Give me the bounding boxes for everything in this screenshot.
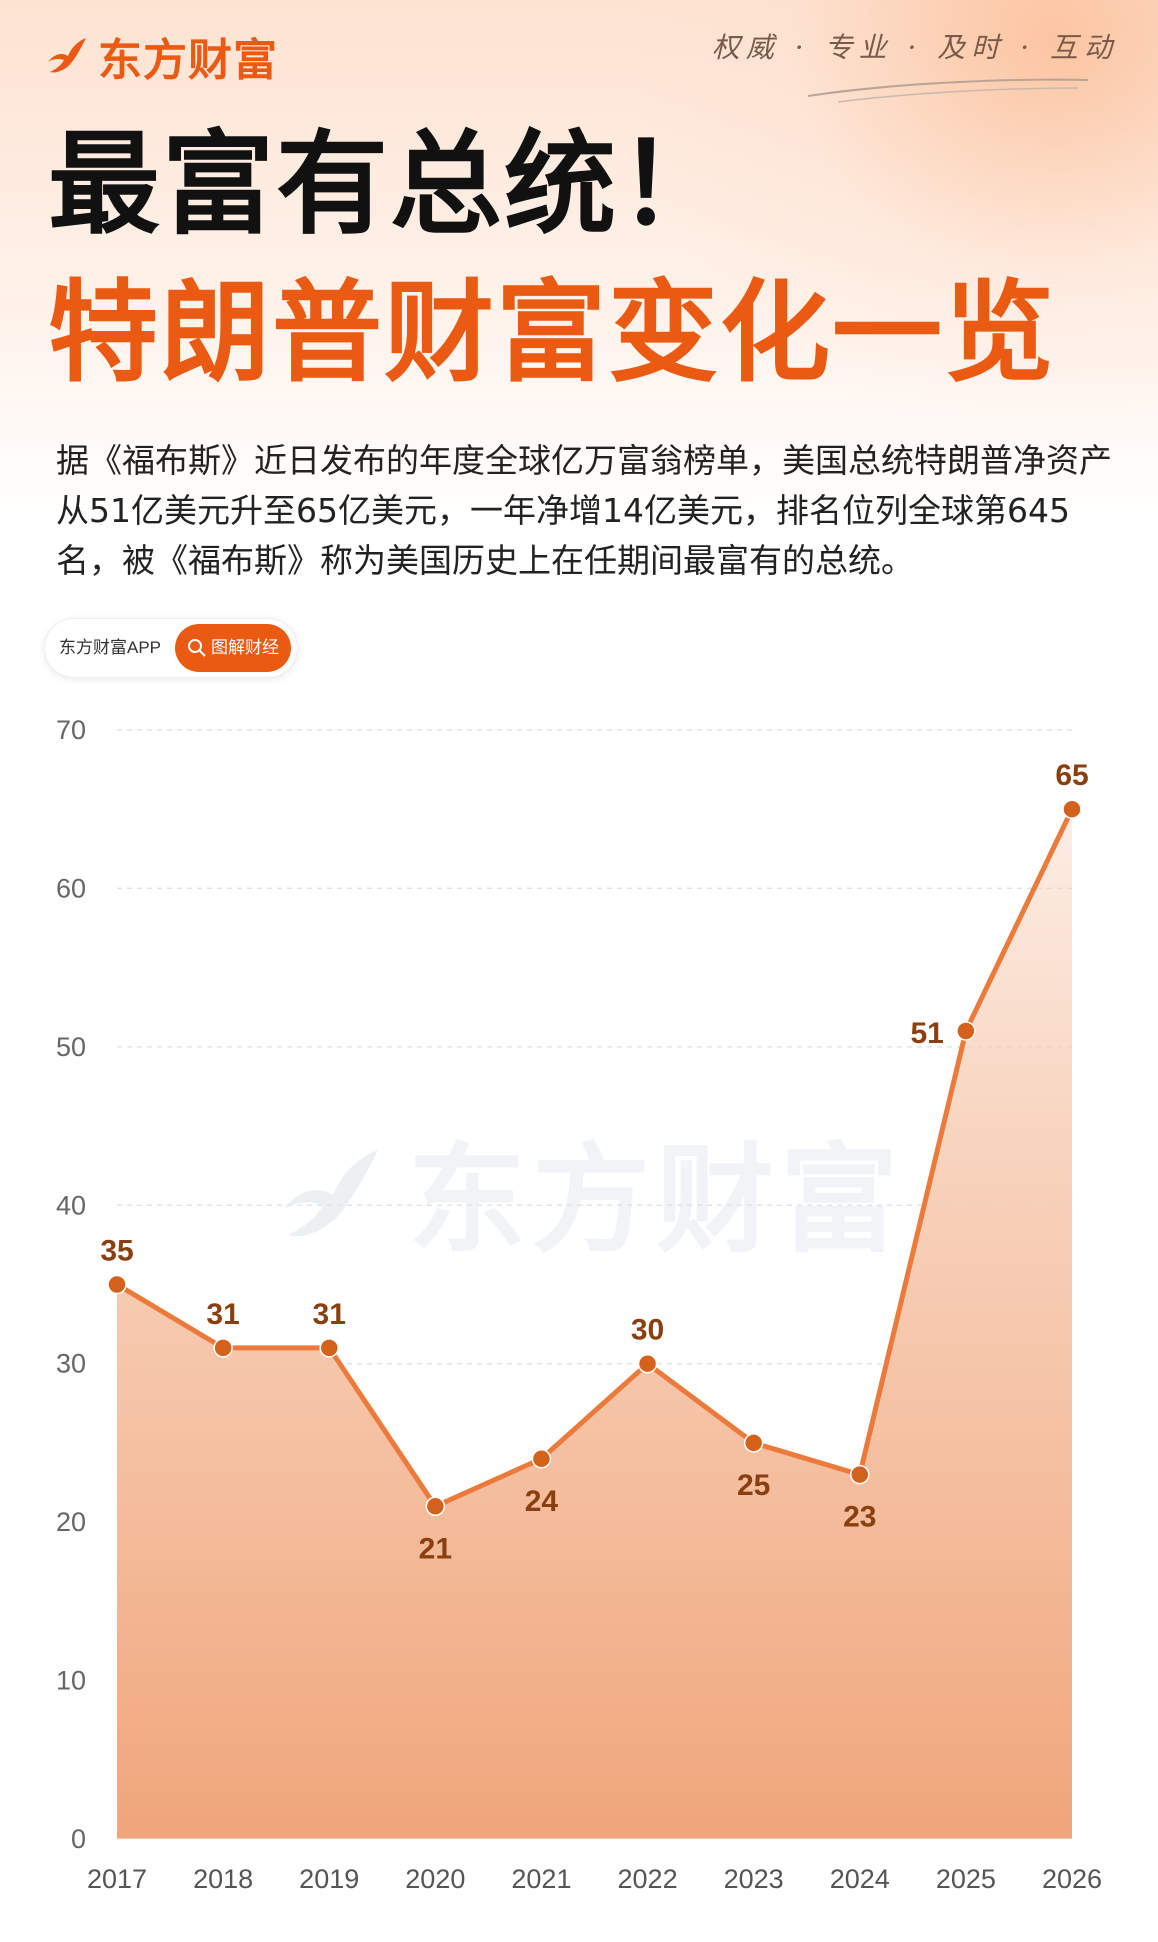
data-label: 31	[206, 1298, 239, 1331]
x-tick-label: 2025	[936, 1864, 996, 1894]
y-tick-label: 0	[71, 1824, 86, 1854]
data-label: 23	[843, 1501, 876, 1534]
brand-name: 东方财富	[98, 35, 278, 86]
data-point	[956, 1021, 976, 1041]
x-tick-label: 2021	[511, 1864, 571, 1894]
data-label: 21	[419, 1532, 452, 1565]
y-tick-label: 10	[56, 1666, 86, 1696]
badge-pill-label: 图解财经	[211, 638, 279, 657]
data-point	[1062, 799, 1082, 819]
brand-logo: 东方财富	[42, 24, 278, 88]
x-tick-label: 2018	[193, 1864, 253, 1894]
data-point	[637, 1353, 658, 1374]
x-tick-label: 2019	[299, 1864, 359, 1894]
y-tick-label: 20	[56, 1507, 86, 1537]
header-glow	[638, 0, 1158, 420]
data-point	[107, 1274, 127, 1295]
data-point	[213, 1338, 233, 1358]
x-tick-label: 2020	[405, 1864, 465, 1894]
page-title: 最富有总统！	[48, 120, 732, 250]
data-point	[319, 1338, 339, 1358]
data-label: 30	[631, 1314, 664, 1347]
page-subtitle: 特朗普财富变化一览	[48, 269, 1056, 397]
header: 东方财富 权威 · 专业 · 及时 · 互动	[0, 0, 1158, 110]
badge-app-label: 东方财富APP	[59, 638, 162, 657]
data-label: 35	[100, 1235, 133, 1268]
brand-slogan: 权威 · 专业 · 及时 · 互动	[711, 31, 1118, 64]
data-label: 51	[911, 1017, 944, 1050]
data-label: 25	[737, 1469, 770, 1502]
flame-icon	[48, 38, 86, 73]
x-tick-label: 2026	[1042, 1864, 1102, 1894]
slogan-swoosh-decoration	[807, 78, 1089, 103]
area-fill	[117, 809, 1072, 1839]
source-badge: 东方财富APP 图解财经	[44, 618, 298, 678]
series-line	[115, 808, 1075, 1509]
y-tick-label: 50	[56, 1032, 86, 1062]
y-tick-label: 30	[56, 1349, 86, 1379]
data-point	[531, 1449, 552, 1469]
x-tick-label: 2017	[87, 1864, 147, 1894]
net-worth-chart: 0 10 20 30 40 50 60 70 35 31 31 21 24 30 25 23 51 65 2017 2…	[56, 715, 1102, 1894]
y-tick-label: 40	[56, 1190, 86, 1220]
data-label: 65	[1055, 759, 1088, 792]
y-tick-label: 60	[56, 873, 86, 903]
search-icon	[188, 639, 206, 657]
x-tick-label: 2024	[830, 1864, 890, 1894]
badge-pill[interactable]: 图解财经	[175, 624, 291, 672]
data-point	[850, 1464, 870, 1485]
x-tick-label: 2022	[618, 1864, 678, 1894]
data-point	[425, 1496, 446, 1517]
y-tick-label: 70	[56, 715, 86, 745]
data-label: 31	[313, 1298, 346, 1331]
data-point	[743, 1433, 764, 1453]
x-tick-label: 2023	[724, 1864, 784, 1894]
data-label: 24	[525, 1485, 559, 1518]
intro-paragraph: 据《福布斯》近日发布的年度全球亿万富翁榜单，美国总统特朗普净资产从51亿美元升至…	[56, 441, 1112, 580]
